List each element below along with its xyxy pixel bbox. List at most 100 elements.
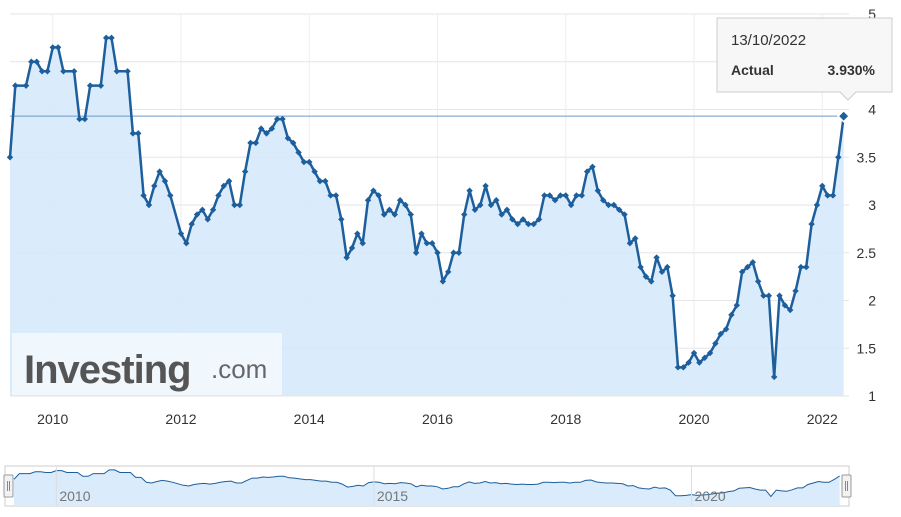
data-point	[156, 168, 163, 175]
data-point	[375, 192, 382, 199]
tooltip-date: 13/10/2022	[731, 32, 806, 49]
data-point	[551, 197, 559, 204]
data-point	[215, 192, 222, 199]
data-point	[113, 68, 121, 75]
data-point	[616, 206, 623, 213]
data-point	[738, 268, 746, 276]
data-point	[12, 82, 19, 89]
data-point	[749, 259, 757, 266]
y-tick-label: 5	[868, 6, 876, 22]
data-point	[370, 187, 377, 194]
series-area-fill	[10, 37, 844, 397]
data-point	[589, 163, 596, 170]
navigator-line	[13, 469, 840, 498]
tooltip: 13/10/2022 Actual 3.930%	[716, 17, 893, 101]
data-point	[6, 154, 14, 161]
data-point	[396, 197, 404, 204]
data-point	[28, 58, 35, 65]
data-point	[284, 134, 292, 142]
data-point	[348, 244, 356, 252]
data-point	[129, 130, 137, 137]
data-point	[535, 216, 543, 223]
data-point	[423, 240, 431, 247]
data-point	[781, 302, 789, 309]
data-point	[273, 115, 281, 123]
navigator-label: 2010	[59, 488, 90, 504]
data-point	[776, 292, 783, 299]
data-point	[124, 68, 131, 75]
data-point	[354, 230, 361, 237]
navigator-area	[14, 469, 840, 506]
data-point	[664, 263, 671, 271]
data-point	[102, 34, 110, 42]
data-point	[343, 254, 350, 261]
data-point	[728, 311, 735, 319]
data-point	[167, 192, 174, 199]
data-point	[690, 349, 698, 357]
data-point	[428, 240, 436, 247]
data-point	[434, 249, 441, 256]
data-point	[407, 211, 414, 218]
highlighted-point	[837, 109, 851, 123]
data-point	[161, 177, 169, 185]
y-tick-label: 1	[868, 388, 876, 404]
data-point	[22, 82, 30, 89]
data-point	[706, 349, 714, 357]
data-point	[49, 44, 56, 51]
data-point	[279, 115, 286, 123]
data-point	[503, 206, 511, 213]
data-point	[380, 211, 388, 218]
data-point	[610, 201, 618, 209]
data-point	[760, 292, 767, 299]
data-point	[338, 216, 345, 223]
navigator-handle-left[interactable]	[3, 474, 14, 498]
data-point	[594, 187, 602, 194]
data-point	[455, 249, 463, 256]
y-tick-label: 3.5	[857, 149, 877, 165]
data-point	[599, 197, 607, 204]
data-point	[498, 211, 505, 218]
data-point	[44, 68, 51, 75]
data-point	[557, 192, 564, 199]
data-point	[300, 158, 308, 166]
data-point	[722, 325, 730, 333]
data-point	[482, 182, 489, 190]
data-point	[578, 192, 586, 199]
data-point	[813, 201, 821, 209]
data-point	[247, 139, 254, 147]
data-point	[770, 373, 778, 381]
data-point	[744, 263, 751, 271]
data-point	[151, 182, 158, 190]
data-point	[541, 192, 548, 199]
data-point	[135, 130, 142, 137]
navigator[interactable]: 2010 2015 2020	[3, 465, 852, 507]
data-point	[402, 201, 409, 209]
navigator-labels: 2010 2015 2020	[55, 466, 726, 506]
data-point	[306, 158, 313, 166]
data-point	[530, 220, 537, 228]
data-point	[754, 278, 762, 285]
tooltip-label: Actual	[731, 62, 774, 78]
data-point	[658, 268, 666, 276]
data-point	[364, 197, 372, 204]
data-point	[252, 139, 260, 147]
data-point	[797, 263, 805, 271]
data-point	[257, 125, 265, 132]
y-tick-label: 2	[868, 293, 876, 309]
data-point	[327, 192, 334, 199]
data-point	[177, 230, 185, 237]
data-point	[648, 278, 655, 285]
data-point	[97, 82, 105, 89]
data-point	[626, 240, 634, 247]
data-point	[204, 216, 211, 223]
data-point	[108, 34, 115, 42]
data-point	[712, 340, 719, 347]
data-point	[231, 201, 238, 209]
data-point	[322, 177, 329, 185]
data-point	[685, 359, 692, 366]
navigator-handle-right[interactable]	[841, 474, 852, 498]
data-point	[519, 216, 527, 223]
data-point	[477, 201, 484, 209]
data-point	[412, 249, 420, 256]
data-point	[717, 330, 724, 338]
